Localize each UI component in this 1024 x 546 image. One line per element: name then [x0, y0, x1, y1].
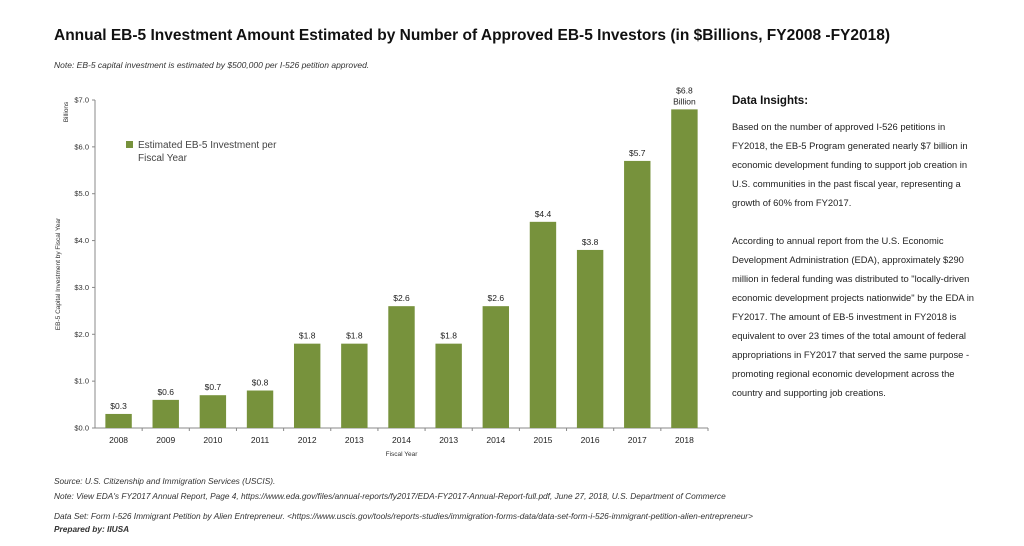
y-axis-label: EB-5 Capital Investment by Fiscal Year — [55, 217, 62, 330]
report-footnote: Note: View EDA's FY2017 Annual Report, P… — [54, 491, 726, 501]
bar — [576, 249, 604, 428]
bar — [152, 399, 179, 428]
legend-swatch — [126, 141, 133, 148]
y-unit-label: Billions — [63, 101, 70, 122]
bar — [341, 343, 368, 428]
x-tick-label: 2013 — [439, 435, 458, 445]
bar — [482, 306, 510, 428]
y-tick-label: $7.0 — [74, 96, 89, 105]
x-tick-label: 2008 — [109, 435, 128, 445]
bar-value-label: $6.8 — [676, 85, 693, 95]
insights-paragraph-1: Based on the number of approved I-526 pe… — [732, 121, 968, 208]
x-tick-label: 2014 — [392, 435, 411, 445]
prepared-by: Prepared by: IIUSA — [54, 524, 130, 534]
x-axis-label: Fiscal Year — [386, 451, 419, 458]
bar — [199, 395, 227, 428]
bar-value-label: $0.8 — [252, 378, 269, 388]
bar — [671, 109, 698, 428]
bar — [105, 413, 132, 428]
y-tick-label: $0.0 — [74, 424, 89, 433]
legend-label-line-2: Fiscal Year — [138, 153, 188, 164]
bar — [624, 160, 651, 428]
source-footnote: Source: U.S. Citizenship and Immigration… — [54, 476, 276, 486]
y-tick-label: $1.0 — [74, 377, 89, 386]
bar — [529, 221, 557, 428]
data-insights-panel: Data Insights: Based on the number of ap… — [732, 92, 977, 421]
x-tick-label: 2015 — [534, 435, 553, 445]
bar-value-unit-label: Billion — [673, 96, 696, 106]
bar-value-label: $2.6 — [488, 293, 505, 303]
bar — [388, 306, 415, 428]
y-tick-label: $3.0 — [74, 283, 89, 292]
bar-value-label: $3.8 — [582, 237, 599, 247]
bar-value-label: $1.8 — [346, 331, 363, 341]
y-tick-label: $5.0 — [74, 189, 89, 198]
bar — [435, 343, 462, 428]
bar-value-label: $1.8 — [440, 331, 457, 341]
bar-value-label: $0.7 — [205, 382, 222, 392]
y-tick-label: $2.0 — [74, 330, 89, 339]
insights-paragraph-2: According to annual report from the U.S.… — [732, 235, 975, 398]
x-tick-label: 2014 — [486, 435, 505, 445]
chart-title: Annual EB-5 Investment Amount Estimated … — [54, 27, 891, 44]
bar-value-label: $4.4 — [535, 209, 552, 219]
top-note: Note: EB-5 capital investment is estimat… — [54, 60, 370, 70]
insights-heading: Data Insights: — [732, 95, 809, 107]
bar-value-label: $0.6 — [157, 387, 174, 397]
bar-value-label: $0.3 — [110, 401, 127, 411]
x-tick-label: 2012 — [298, 435, 317, 445]
x-tick-label: 2009 — [156, 435, 175, 445]
bar — [293, 343, 321, 428]
y-tick-label: $6.0 — [74, 142, 89, 151]
x-tick-label: 2011 — [251, 435, 270, 445]
x-tick-label: 2017 — [628, 435, 647, 445]
y-tick-label: $4.0 — [74, 236, 89, 245]
bar-value-label: $2.6 — [393, 293, 410, 303]
x-tick-label: 2010 — [203, 435, 222, 445]
bar-value-label: $5.7 — [629, 148, 646, 158]
x-tick-label: 2016 — [581, 435, 600, 445]
dataset-footnote: Data Set: Form I-526 Immigrant Petition … — [54, 511, 753, 521]
bar-chart: $0.0 $1.0 $2.0 $3.0 $4.0 $5.0 $6.0 $7.0 Billions… — [55, 85, 709, 458]
x-tick-label: 2013 — [345, 435, 364, 445]
bar-value-label: $1.8 — [299, 331, 316, 341]
x-tick-label: 2018 — [675, 435, 694, 445]
bar — [246, 390, 274, 428]
legend-label-line-1: Estimated EB-5 Investment per — [138, 140, 277, 151]
